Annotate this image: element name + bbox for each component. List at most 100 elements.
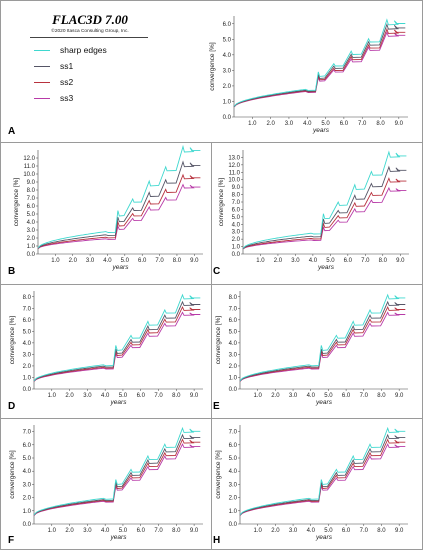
legend-swatch — [34, 98, 50, 100]
x-tick-label: 3.0 — [289, 528, 298, 534]
legend-entry: ss1 — [30, 59, 180, 75]
x-axis-label: years — [312, 127, 330, 134]
panel-label: F — [8, 535, 14, 546]
y-tick-label: 1.0 — [232, 245, 241, 251]
y-tick-label: 0.0 — [229, 522, 238, 528]
y-tick-label: 12.0 — [228, 163, 240, 169]
series-line-ss1 — [233, 23, 406, 108]
x-tick-label: 3.0 — [86, 258, 95, 264]
x-tick-label: 6.0 — [342, 528, 351, 534]
y-tick-label: 0.0 — [229, 387, 238, 393]
y-tick-label: 5.0 — [23, 329, 32, 335]
x-tick-label: 5.0 — [324, 528, 333, 534]
x-tick-label: 2.0 — [65, 528, 74, 534]
x-tick-label: 8.0 — [172, 528, 181, 534]
x-tick-label: 9.0 — [190, 258, 199, 264]
x-tick-label: 9.0 — [190, 393, 199, 399]
legend-swatch — [34, 66, 50, 68]
series-line-ss3 — [37, 183, 201, 249]
column-divider — [211, 142, 212, 550]
series-line-sharp-edges — [37, 144, 201, 249]
y-tick-label: 7.0 — [27, 196, 36, 202]
y-tick-label: 4.0 — [27, 220, 36, 226]
y-tick-label: 2.0 — [229, 364, 238, 370]
y-tick-label: 0.0 — [27, 252, 36, 258]
legend-swatch — [34, 82, 50, 84]
x-tick-label: 4.0 — [309, 258, 318, 264]
legend-entries: sharp edges ss1 ss2 ss3 — [30, 43, 180, 107]
y-tick-label: 0.0 — [23, 387, 32, 393]
legend-title: FLAC3D 7.00 — [52, 12, 128, 27]
y-tick-label: 6.0 — [223, 22, 232, 28]
y-tick-label: 1.0 — [229, 509, 238, 515]
x-tick-label: 2.0 — [69, 258, 78, 264]
y-tick-label: 3.0 — [232, 230, 241, 236]
panel-label: B — [8, 266, 15, 277]
x-tick-label: 2.0 — [274, 258, 283, 264]
y-axis-label: convergence [%] — [215, 450, 222, 499]
y-tick-label: 11.0 — [229, 170, 241, 176]
x-tick-label: 9.0 — [395, 528, 404, 534]
x-tick-label: 8.0 — [379, 258, 388, 264]
series-line-sharp-edges — [233, 18, 406, 107]
series-line-sharp-edges — [33, 293, 201, 382]
x-tick-label: 8.0 — [377, 528, 386, 534]
y-tick-label: 2.0 — [223, 84, 232, 90]
x-axis-label: years — [112, 264, 130, 271]
y-tick-label: 4.0 — [23, 469, 32, 475]
y-tick-label: 4.0 — [229, 469, 238, 475]
x-tick-label: 4.0 — [307, 528, 316, 534]
y-tick-label: 0.0 — [23, 522, 32, 528]
y-tick-label: 2.0 — [229, 496, 238, 502]
series-line-ss2 — [33, 306, 201, 382]
y-tick-label: 4.0 — [232, 222, 241, 228]
series-line-ss3 — [33, 311, 201, 382]
x-tick-label: 2.0 — [271, 528, 280, 534]
y-axis-label: convergence [%] — [9, 316, 16, 365]
legend-label: sharp edges — [60, 45, 107, 55]
series-line-ss1 — [239, 433, 406, 516]
series-line-ss3 — [33, 443, 201, 516]
y-tick-label: 2.0 — [27, 236, 36, 242]
x-axis-label: years — [110, 399, 128, 406]
x-tick-label: 7.0 — [155, 258, 164, 264]
x-tick-label: 8.0 — [172, 393, 181, 399]
panel-label: A — [8, 126, 15, 137]
x-tick-label: 2.0 — [271, 393, 280, 399]
y-tick-label: 0.0 — [232, 252, 241, 258]
y-axis-label: convergence [%] — [215, 316, 222, 365]
y-tick-label: 8.0 — [23, 295, 32, 301]
y-axis-label: convergence [%] — [218, 178, 225, 227]
y-tick-label: 2.0 — [23, 364, 32, 370]
y-tick-label: 8.0 — [229, 295, 238, 301]
panel-label: C — [213, 266, 220, 277]
x-tick-label: 4.0 — [307, 393, 316, 399]
x-tick-label: 7.0 — [360, 528, 369, 534]
legend-label: ss2 — [60, 77, 74, 87]
x-tick-label: 2.0 — [266, 121, 275, 127]
series-line-sharp-edges — [33, 426, 201, 516]
y-tick-label: 3.0 — [27, 228, 36, 234]
y-axis-label: convergence [%] — [209, 42, 216, 91]
x-tick-label: 7.0 — [361, 258, 370, 264]
x-tick-label: 5.0 — [121, 258, 130, 264]
series-line-ss2 — [33, 438, 201, 516]
y-tick-label: 11.0 — [24, 164, 36, 170]
series-line-sharp-edges — [239, 426, 406, 516]
x-tick-label: 1.0 — [254, 528, 263, 534]
series-line-ss1 — [239, 300, 406, 382]
copyright-notice: ©2020 Itasca Consulting Group, Inc. — [51, 29, 129, 34]
x-tick-label: 5.0 — [324, 393, 333, 399]
x-tick-label: 3.0 — [289, 393, 298, 399]
y-tick-label: 1.0 — [23, 375, 32, 381]
y-tick-label: 1.0 — [27, 244, 36, 250]
y-tick-label: 4.0 — [223, 53, 232, 59]
y-tick-label: 7.0 — [23, 306, 32, 312]
x-tick-label: 8.0 — [376, 121, 385, 127]
y-tick-label: 5.0 — [223, 37, 232, 43]
y-tick-label: 3.0 — [23, 482, 32, 488]
x-axis-label: years — [315, 399, 333, 406]
y-tick-label: 5.0 — [27, 212, 36, 218]
y-tick-label: 3.0 — [229, 482, 238, 488]
legend-entry: ss2 — [30, 75, 180, 91]
